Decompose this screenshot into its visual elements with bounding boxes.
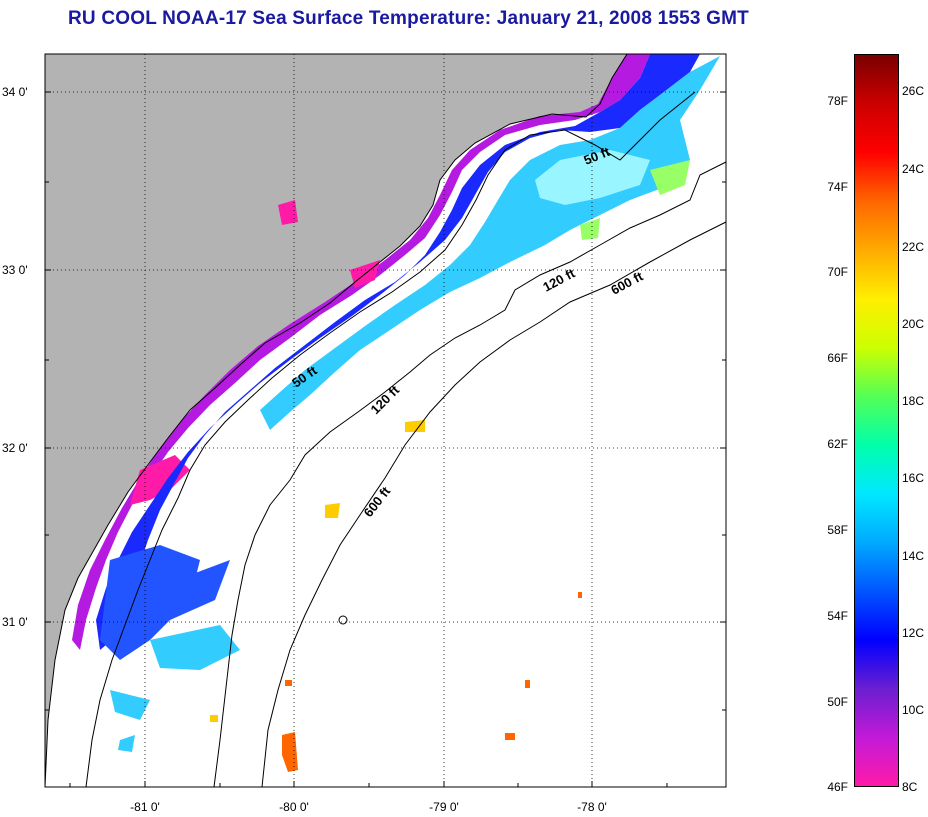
lat-label-31: 31 0': [2, 615, 28, 629]
lat-label-32: 32 0': [2, 441, 28, 455]
colorbar-c-20: 20C: [902, 317, 925, 331]
colorbar-f-46: 46F: [827, 780, 848, 794]
isobath-120ft: [213, 161, 727, 788]
sst-cyan-band: [260, 56, 720, 430]
land-area: [45, 54, 627, 787]
lat-label-33: 33 0': [2, 263, 28, 277]
colorbar-f-70: 70F: [827, 265, 848, 279]
colorbar-c-10: 10C: [902, 703, 925, 717]
lon-label-80: -80 0': [279, 800, 309, 814]
seamount-contour: [338, 615, 348, 625]
lat-label-34: 34 0': [2, 85, 28, 99]
isobath-600ft: [261, 221, 727, 788]
lon-label-81: -81 0': [130, 800, 160, 814]
colorbar-f-78: 78F: [827, 94, 848, 108]
sst-south-cyan-patches: [110, 625, 240, 752]
map-frame: [44, 53, 727, 788]
sst-light-cyan-patch: [535, 150, 650, 205]
colorbar-c-18: 18C: [902, 394, 925, 408]
sst-south-patches: [100, 545, 230, 660]
temperature-colorbar: [854, 54, 899, 787]
colorbar-c-16: 16C: [902, 471, 925, 485]
colorbar-f-62: 62F: [827, 437, 848, 451]
sst-green-patch: [580, 160, 690, 240]
colorbar-f-74: 74F: [827, 180, 848, 194]
colorbar-c-12: 12C: [902, 626, 925, 640]
lon-label-78: -78 0': [577, 800, 607, 814]
colorbar-c-24: 24C: [902, 162, 925, 176]
colorbar-f-58: 58F: [827, 523, 848, 537]
colorbar-c-22: 22C: [902, 240, 925, 254]
colorbar-c-26: 26C: [902, 84, 925, 98]
colorbar-f-50: 50F: [827, 695, 848, 709]
colorbar-f-66: 66F: [827, 351, 848, 365]
coastline: [44, 53, 628, 788]
colorbar-c-14: 14C: [902, 549, 925, 563]
map-title: RU COOL NOAA-17 Sea Surface Temperature:…: [68, 8, 749, 29]
lon-label-79: -79 0': [429, 800, 459, 814]
sst-pink-patches: [130, 200, 380, 505]
colorbar-c-8: 8C: [902, 780, 918, 794]
colorbar-f-54: 54F: [827, 609, 848, 623]
isobath-50ft: [85, 91, 696, 788]
sst-cold-band: [72, 54, 650, 650]
